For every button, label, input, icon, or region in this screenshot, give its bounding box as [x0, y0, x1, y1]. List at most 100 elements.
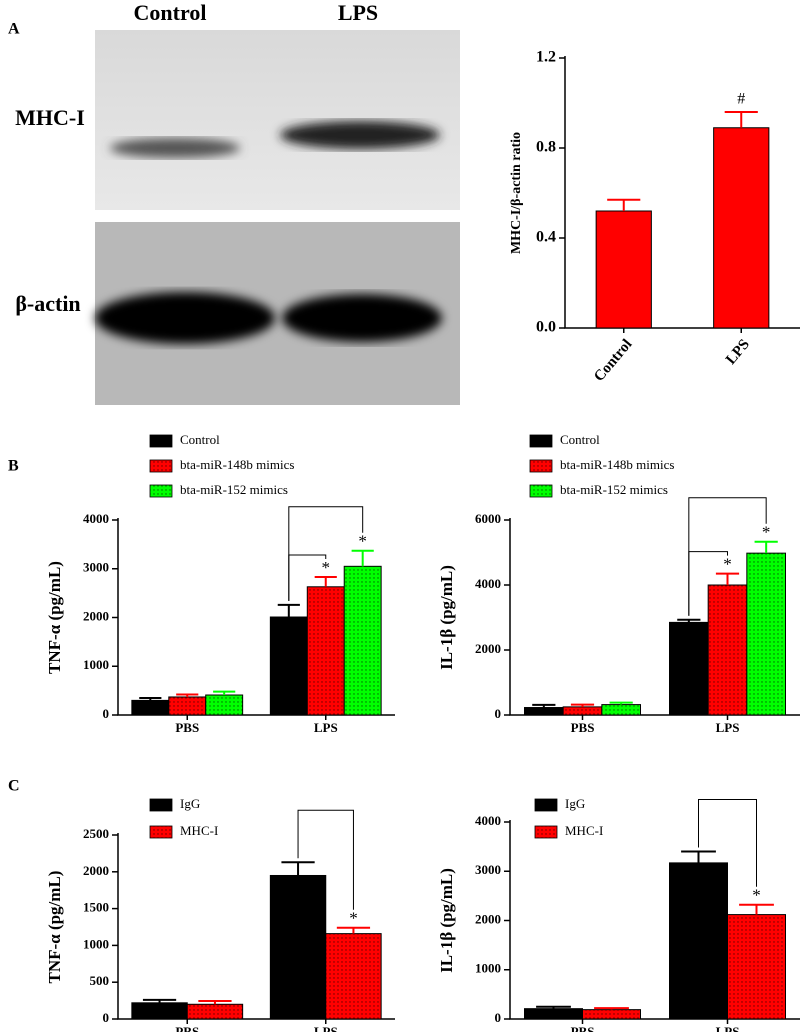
panel-label: B	[8, 458, 19, 475]
blot-band	[110, 138, 240, 158]
bar	[131, 1002, 188, 1020]
y-tick-label: 4000	[83, 511, 109, 526]
y-tick-label: 1000	[83, 936, 109, 951]
error-bar	[570, 703, 595, 707]
error-bar	[314, 576, 337, 587]
y-tick-label: 1500	[83, 900, 109, 915]
legend-label: IgG	[180, 796, 200, 811]
blot-band	[280, 121, 440, 149]
legend-swatch-texture	[535, 826, 557, 838]
y-tick-label: 1000	[475, 961, 501, 976]
bar-texture	[344, 566, 382, 715]
error-bar	[139, 696, 162, 701]
y-axis-label: TNF-α (pg/mL)	[45, 871, 64, 984]
legend-label: bta-miR-152 mimics	[180, 482, 288, 497]
legend-swatch-texture	[150, 460, 172, 472]
blot-membrane	[95, 30, 460, 210]
row-label: MHC-I	[15, 105, 85, 130]
error-bar	[351, 549, 374, 567]
legend-label: MHC-I	[180, 823, 218, 838]
bar	[669, 862, 728, 1020]
legend-label: MHC-I	[565, 823, 603, 838]
y-axis-label: IL-1β (pg/mL)	[437, 868, 456, 973]
x-tick-label: LPS	[723, 336, 753, 367]
bar-texture	[187, 1004, 243, 1019]
significance-mark: *	[349, 909, 358, 928]
legend-label: Control	[180, 432, 220, 447]
y-tick-label: 1000	[83, 657, 109, 672]
legend-label: bta-miR-148b mimics	[180, 457, 294, 472]
error-bar	[724, 111, 758, 128]
y-tick-label: 0	[103, 706, 110, 721]
bar-texture	[582, 1009, 641, 1019]
bar-texture	[205, 695, 243, 715]
y-tick-label: 4000	[475, 576, 501, 591]
y-tick-label: 0	[495, 706, 502, 721]
comparison-bracket	[698, 799, 757, 887]
legend-label: Control	[560, 432, 600, 447]
y-tick-label: 2500	[83, 826, 109, 841]
error-bar	[142, 998, 177, 1003]
bar	[669, 621, 709, 716]
y-axis-label: TNF-α (pg/mL)	[45, 561, 64, 674]
legend-label: bta-miR-152 mimics	[560, 482, 668, 497]
error-bar	[198, 999, 232, 1005]
y-tick-label: 3000	[475, 862, 501, 877]
y-axis-label: IL-1β (pg/mL)	[437, 565, 456, 670]
legend-label: IgG	[565, 796, 585, 811]
bar-texture	[563, 706, 602, 715]
error-bar	[336, 926, 371, 934]
significance-mark: *	[358, 532, 367, 551]
row-label: β-actin	[15, 291, 80, 316]
lane-label: LPS	[338, 0, 378, 25]
panel-label: C	[8, 778, 20, 795]
bar-texture	[708, 585, 747, 715]
significance-mark: *	[723, 555, 732, 574]
error-bar	[176, 693, 199, 697]
legend-swatch	[534, 798, 558, 812]
error-bar	[277, 603, 300, 618]
x-tick-label: PBS	[571, 1024, 595, 1032]
y-tick-label: 0.0	[536, 319, 556, 336]
bar	[524, 707, 564, 716]
panel-label: A	[8, 21, 20, 38]
y-tick-label: 2000	[475, 911, 501, 926]
bar-texture	[325, 933, 382, 1019]
x-tick-label: LPS	[716, 1024, 740, 1032]
error-bar	[594, 1007, 629, 1010]
bar	[269, 874, 327, 1020]
error-bar	[536, 1005, 571, 1009]
y-tick-label: 2000	[83, 863, 109, 878]
error-bar	[281, 861, 315, 876]
x-tick-label: LPS	[314, 1024, 338, 1032]
significance-mark: *	[322, 558, 331, 577]
bar-texture	[746, 553, 786, 715]
lane-label: Control	[134, 0, 207, 25]
y-tick-label: 2000	[83, 608, 109, 623]
comparison-bracket	[288, 506, 364, 601]
y-tick-label: 6000	[475, 511, 501, 526]
bar	[595, 210, 652, 329]
x-tick-label: Control	[591, 336, 635, 384]
legend-label: bta-miR-148b mimics	[560, 457, 674, 472]
x-tick-label: PBS	[571, 720, 595, 735]
y-tick-label: 0	[103, 1010, 110, 1025]
y-tick-label: 0	[495, 1010, 502, 1025]
error-bar	[607, 198, 641, 211]
error-bar	[715, 572, 740, 585]
comparison-bracket	[297, 809, 354, 910]
y-tick-label: 0.8	[536, 139, 556, 156]
legend-swatch	[149, 798, 173, 812]
error-bar	[739, 903, 774, 915]
legend-swatch-texture	[150, 485, 172, 497]
error-bar	[213, 690, 236, 696]
y-tick-label: 0.4	[536, 229, 556, 246]
y-axis-label: MHC-I/β-actin ratio	[509, 132, 524, 254]
error-bar	[681, 850, 716, 863]
legend-swatch-texture	[530, 460, 552, 472]
bar	[131, 699, 170, 716]
comparison-bracket	[688, 497, 767, 616]
legend-swatch-texture	[530, 485, 552, 497]
x-tick-label: PBS	[175, 1024, 199, 1032]
